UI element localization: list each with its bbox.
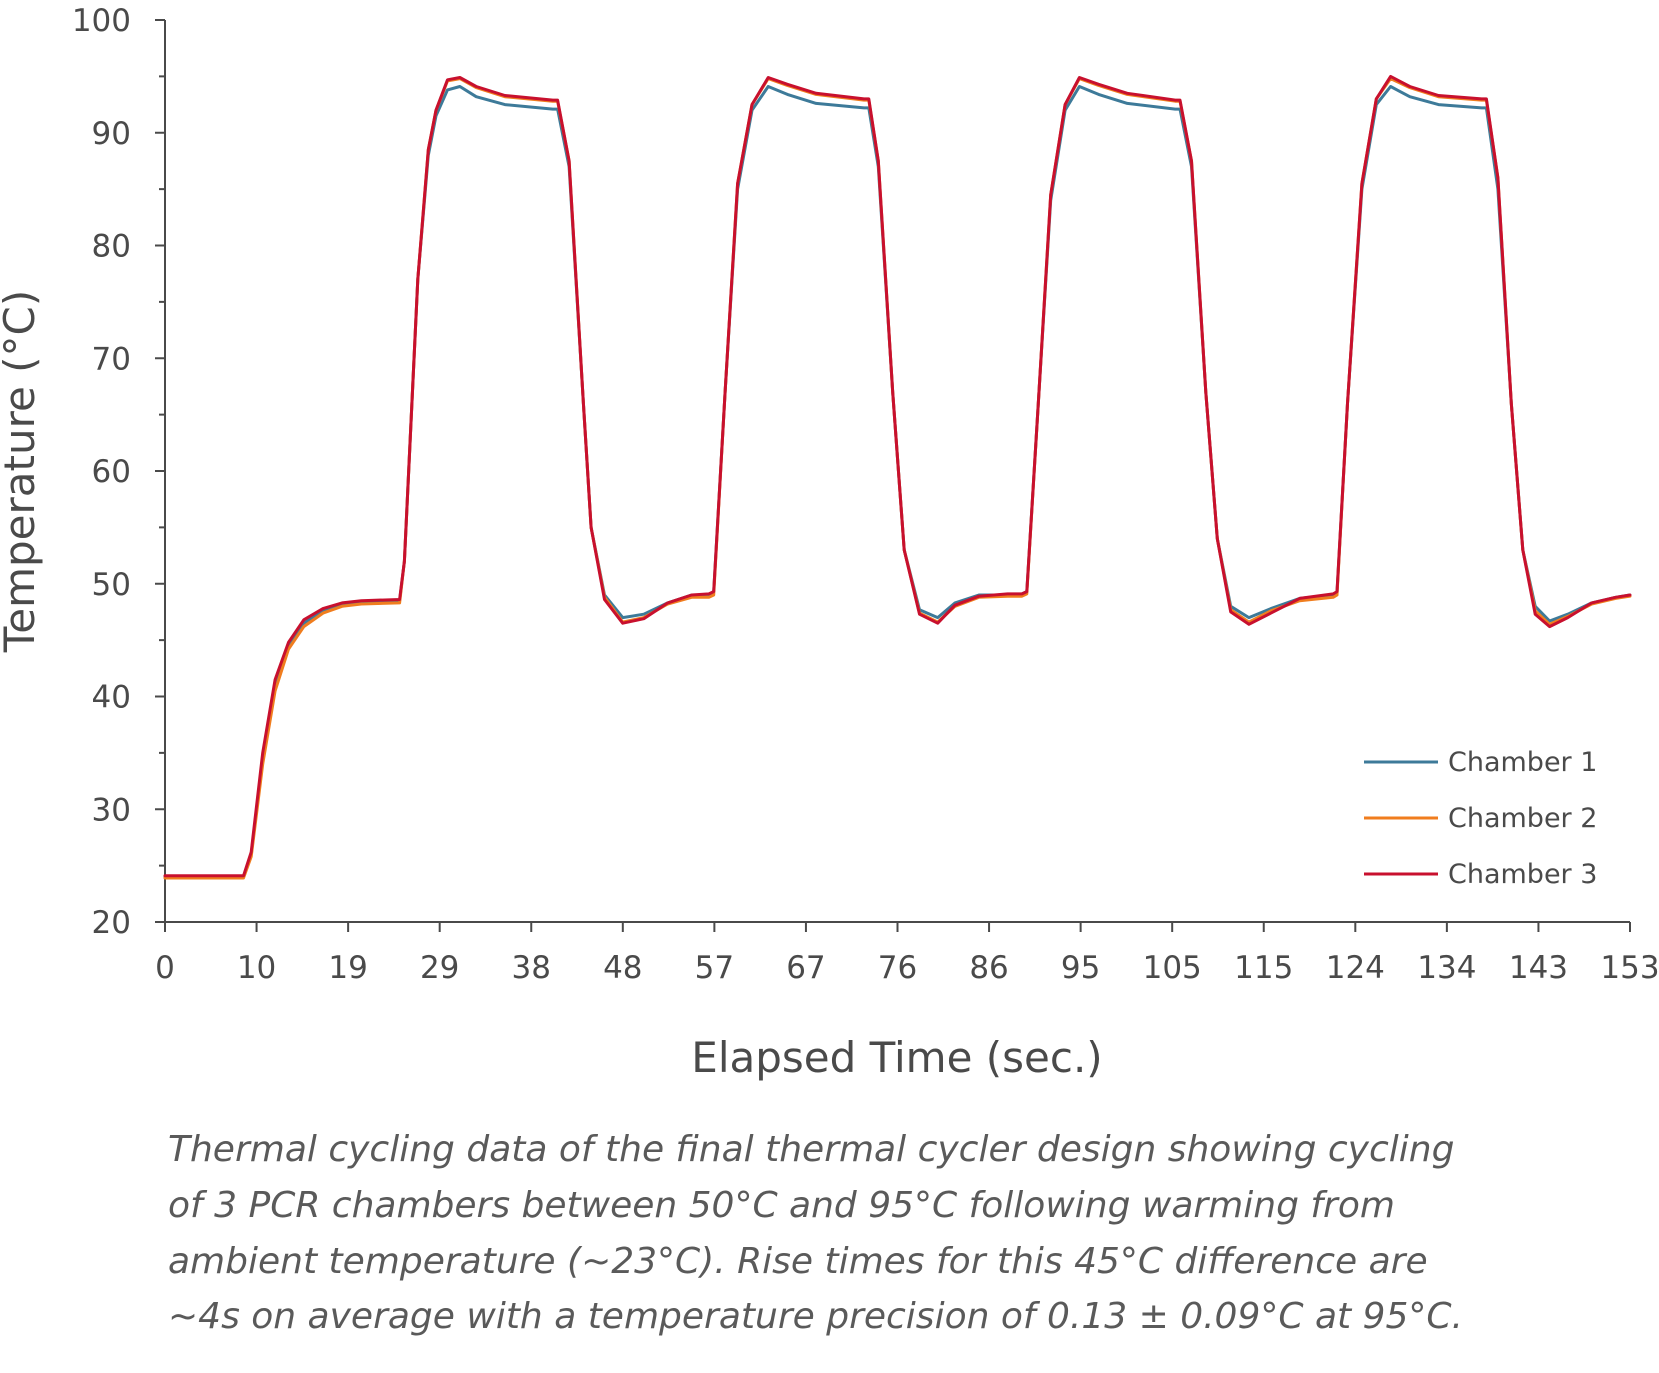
y-tick-label: 100 — [72, 3, 131, 39]
y-tick-label: 80 — [92, 229, 131, 265]
caption-line-4: ~4s on average with a temperature precis… — [168, 1296, 1463, 1338]
x-tick-label: 86 — [969, 950, 1008, 986]
x-tick-label: 105 — [1143, 950, 1202, 986]
y-tick-label: 70 — [92, 341, 131, 377]
x-axis-ticks: 0 10 19 29 38 48 57 67 76 86 95 105 115 124 134 143 153 — [155, 922, 1659, 986]
x-tick-label: 48 — [603, 950, 642, 986]
x-tick-label: 0 — [155, 950, 175, 986]
legend-label-chamber-3: Chamber 3 — [1448, 859, 1597, 890]
y-tick-label: 90 — [92, 116, 131, 152]
x-tick-label: 29 — [420, 950, 459, 986]
thermal-cycling-chart: 20 30 40 50 60 70 80 90 100 0 10 19 29 38 48 57 67 76 86 9… — [0, 3, 1659, 1082]
chart-legend: Chamber 1 Chamber 2 Chamber 3 — [1364, 747, 1597, 890]
x-tick-label: 67 — [786, 950, 825, 986]
x-tick-label: 95 — [1061, 950, 1100, 986]
x-tick-label: 134 — [1417, 950, 1476, 986]
x-tick-label: 153 — [1600, 950, 1659, 986]
y-tick-label: 50 — [92, 567, 131, 603]
series-lines — [163, 74, 1632, 880]
y-tick-label: 20 — [92, 905, 131, 941]
plot-area: 20 30 40 50 60 70 80 90 100 0 10 19 29 38 48 57 67 76 86 9… — [72, 3, 1659, 986]
x-tick-label: 19 — [328, 950, 367, 986]
caption-line-2: of 3 PCR chambers between 50°C and 95°C … — [168, 1184, 1395, 1226]
x-tick-label: 10 — [237, 950, 276, 986]
legend-label-chamber-2: Chamber 2 — [1448, 803, 1597, 834]
x-tick-label: 57 — [695, 950, 734, 986]
y-axis-title: Temperature (°C) — [0, 290, 44, 654]
x-axis-title: Elapsed Time (sec.) — [691, 1033, 1102, 1082]
x-tick-label: 38 — [512, 950, 551, 986]
series-line-chamber-1 — [163, 85, 1632, 879]
series-line-chamber-3 — [163, 74, 1632, 878]
caption-line-3: ambient temperature (~23°C). Rise times … — [168, 1240, 1428, 1282]
x-tick-label: 76 — [878, 950, 917, 986]
x-tick-label: 115 — [1234, 950, 1293, 986]
y-tick-label: 40 — [92, 680, 131, 716]
caption-line-1: Thermal cycling data of the final therma… — [168, 1129, 1455, 1170]
legend-label-chamber-1: Chamber 1 — [1448, 747, 1597, 778]
x-tick-label: 124 — [1326, 950, 1385, 986]
y-tick-label: 60 — [92, 454, 131, 490]
y-axis-ticks: 20 30 40 50 60 70 80 90 100 — [72, 3, 165, 941]
x-tick-label: 143 — [1509, 950, 1568, 986]
y-tick-label: 30 — [92, 792, 131, 828]
figure-caption: Thermal cycling data of the final therma… — [168, 1122, 1638, 1345]
